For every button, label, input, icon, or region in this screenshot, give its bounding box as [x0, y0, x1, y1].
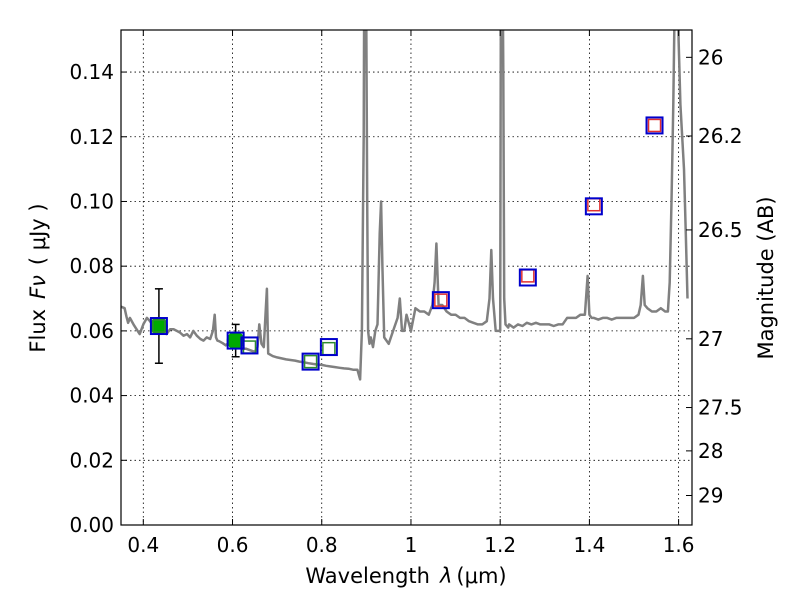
axis-ticks: 0.4 0.6 0.8 1 1.2 1.4 1.6 0.00 0.02 0.04 0.06 0.08 0… — [69, 30, 743, 557]
y-tick-label: 0.12 — [69, 125, 114, 149]
x-tick-label: 0.6 — [217, 533, 249, 557]
axes-frame — [120, 29, 693, 526]
x-tick-label: 1.6 — [663, 533, 695, 557]
model-band-box — [149, 317, 168, 336]
model-spectrum-line — [121, 30, 689, 381]
x-tick-label: 1.2 — [484, 533, 516, 557]
x-tick-label: 0.4 — [127, 533, 159, 557]
y2-tick-label: 29 — [698, 483, 723, 507]
model-point-box — [152, 319, 166, 333]
plot-area — [121, 30, 689, 381]
x-tick-label: 0.8 — [306, 533, 338, 557]
model-band-box — [584, 197, 603, 216]
y-tick-label: 0.04 — [69, 384, 114, 408]
model-point-box — [434, 293, 448, 307]
model-point-box — [303, 354, 318, 369]
x-tick-label: 1.4 — [573, 533, 605, 557]
x-axis-label: Wavelength λ (μm) — [305, 564, 506, 588]
model-band-box — [518, 268, 537, 287]
model-band-box — [645, 116, 664, 135]
model-band-box — [226, 331, 245, 350]
model-band-box — [301, 352, 320, 371]
y2-axis-label: Magnitude (AB) — [754, 196, 778, 359]
model-band-box — [240, 336, 259, 355]
y2-tick-label: 26 — [698, 45, 723, 69]
y2-tick-label: 27.5 — [698, 396, 743, 420]
y2-tick-label: 26.5 — [698, 218, 743, 242]
y-tick-label: 0.14 — [69, 60, 114, 84]
y-tick-label: 0.06 — [69, 319, 114, 343]
model-band-box — [319, 338, 338, 357]
model-point-box — [647, 118, 662, 133]
y-tick-label: 0.02 — [69, 448, 114, 472]
y2-tick-label: 27 — [698, 327, 723, 351]
y-tick-label: 0.00 — [69, 513, 114, 537]
y2-tick-label: 28 — [698, 439, 723, 463]
y-tick-label: 0.08 — [69, 254, 114, 278]
y-axis-label: FluxFν( μJy ) — [26, 203, 50, 352]
y2-tick-label: 26.2 — [698, 124, 743, 148]
model-band-box — [431, 291, 450, 310]
y-tick-label: 0.10 — [69, 189, 114, 213]
x-tick-label: 1 — [405, 533, 418, 557]
